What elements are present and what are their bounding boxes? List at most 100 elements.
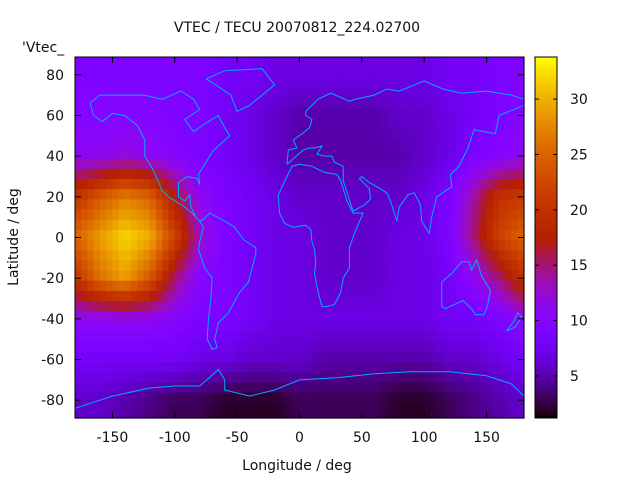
heatmap-cell [293,148,301,160]
heatmap-cell [249,199,257,211]
heatmap-cell [424,97,431,109]
colorbar-segment [535,321,557,326]
heatmap-cell [181,138,188,150]
heatmap-cell [361,97,369,109]
heatmap-cell [374,331,382,343]
heatmap-cell [237,382,244,394]
heatmap-cell [218,280,226,292]
heatmap-cell [187,321,195,333]
heatmap-cell [168,77,176,89]
heatmap-cell [75,128,82,139]
heatmap-cell [405,270,413,282]
heatmap-cell [299,158,307,170]
heatmap-cell [230,219,238,231]
heatmap-cell [99,158,107,170]
colorbar-segment [535,231,557,235]
colorbar-segment [535,378,557,383]
heatmap-cell [436,280,444,292]
heatmap-cell [81,209,88,221]
heatmap-cell [181,168,188,180]
heatmap-cell [418,321,425,333]
colorbar-segment [535,396,557,401]
heatmap-cell [511,199,519,211]
heatmap-cell [305,331,313,343]
heatmap-cell [162,148,170,160]
heatmap-cell [511,412,519,419]
heatmap-cell [355,87,363,99]
heatmap-cell [99,372,107,383]
heatmap-cell [405,179,413,190]
heatmap-cell [131,168,138,180]
heatmap-cell [467,219,475,231]
heatmap-cell [330,351,338,363]
heatmap-cell [262,321,269,333]
heatmap-cell [511,311,519,322]
heatmap-cell [293,321,301,333]
heatmap-cell [268,270,276,282]
heatmap-cell [168,260,176,272]
heatmap-cell [305,270,313,282]
heatmap-cell [467,168,475,180]
heatmap-cell [168,219,176,231]
heatmap-cell [237,362,244,373]
heatmap-cell [343,402,350,414]
heatmap-cell [287,351,294,363]
heatmap-cell [393,219,400,231]
heatmap-cell [486,260,494,272]
heatmap-cell [386,260,394,272]
heatmap-cell [93,250,101,261]
heatmap-cell [505,128,513,139]
heatmap-cell [474,351,481,363]
heatmap-cell [280,341,288,353]
heatmap-cell [81,290,88,302]
heatmap-cell [486,402,494,414]
heatmap-cell [486,280,494,292]
heatmap-cell [393,97,400,109]
heatmap-cell [193,392,201,404]
heatmap-cell [418,240,425,251]
heatmap-cell [436,382,444,394]
heatmap-cell [492,392,500,404]
heatmap-cell [93,168,101,180]
heatmap-cell [449,372,456,383]
heatmap-cell [75,97,82,109]
heatmap-cell [93,229,101,241]
heatmap-cell [461,250,469,261]
heatmap-cell [280,270,288,282]
heatmap-cell [418,392,425,404]
heatmap-cell [324,219,332,231]
heatmap-cell [449,168,456,180]
heatmap-cell [112,87,120,99]
heatmap-cell [162,240,170,251]
heatmap-cell [274,148,282,160]
heatmap-cell [187,372,195,383]
heatmap-cell [368,331,375,343]
heatmap-cell [386,209,394,221]
heatmap-cell [118,280,126,292]
heatmap-cell [511,280,519,292]
heatmap-cell [355,138,363,150]
heatmap-cell [143,270,151,282]
heatmap-cell [262,77,269,89]
heatmap-cell [118,199,126,211]
heatmap-cell [411,87,419,99]
heatmap-cell [418,168,425,180]
heatmap-cell [199,280,207,292]
heatmap-cell [486,270,494,282]
heatmap-cell [430,57,438,68]
heatmap-cell [442,240,450,251]
heatmap-cell [106,57,113,68]
heatmap-cell [131,138,138,150]
heatmap-cell [187,118,195,129]
heatmap-cell [318,341,325,353]
heatmap-cell [255,128,263,139]
colorbar-segment [535,165,557,169]
heatmap-cell [249,158,257,170]
heatmap-cell [305,362,313,373]
heatmap-cell [455,158,463,170]
heatmap-cell [280,382,288,394]
heatmap-cell [287,341,294,353]
heatmap-cell [467,138,475,150]
heatmap-cell [299,270,307,282]
heatmap-cell [206,179,213,190]
